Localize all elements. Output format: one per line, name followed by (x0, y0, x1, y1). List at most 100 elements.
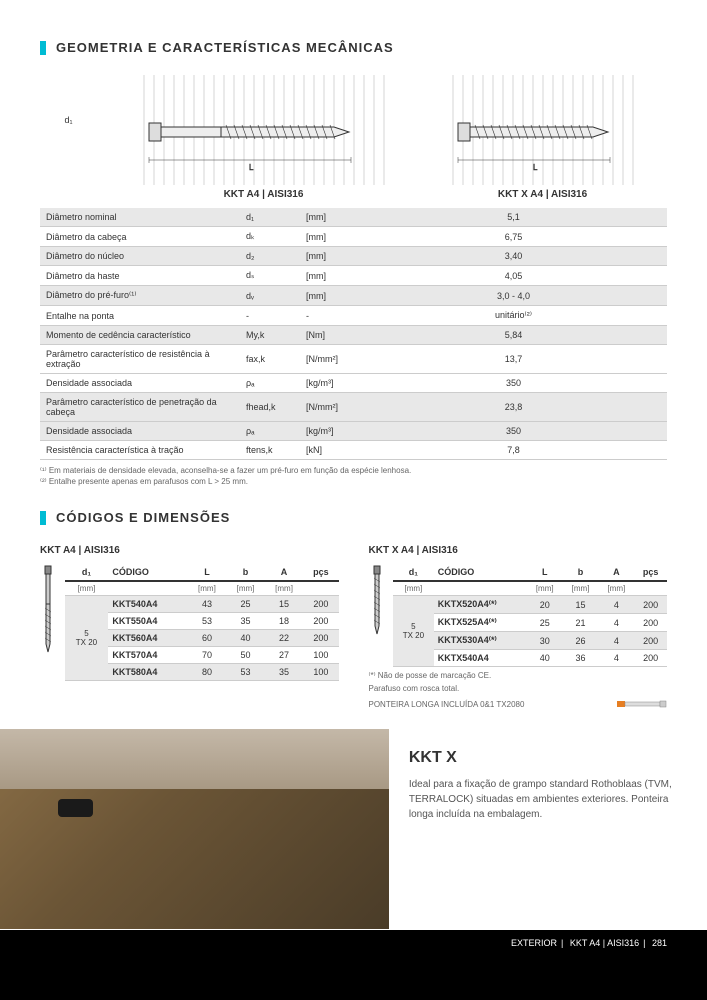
bit-note: PONTEIRA LONGA INCLUÍDA 0&1 TX2080 (369, 699, 668, 709)
spec-row: Diâmetro do núcleod₂[mm]3,40 (40, 247, 667, 266)
spec-row: Resistência característica à traçãoftens… (40, 441, 667, 460)
spec-unit: [mm] (300, 227, 360, 247)
section-title: CÓDIGOS E DIMENSÕES (56, 510, 230, 525)
spec-name: Diâmetro do pré-furo⁽¹⁾ (40, 286, 240, 306)
spec-row: Entalhe na ponta--unitário⁽²⁾ (40, 306, 667, 326)
spec-name: Parâmetro característico de penetração d… (40, 393, 240, 422)
L-cell: 80 (188, 664, 227, 681)
th-code: CÓDIGO (434, 564, 527, 581)
d1-axis-label: d₁ (65, 75, 85, 200)
code-cell: KKT560A4 (108, 630, 187, 647)
u-A: [mm] (265, 581, 304, 596)
spec-row: Densidade associadaρₐ[kg/m³]350 (40, 422, 667, 441)
spec-unit: [mm] (300, 286, 360, 306)
spec-sym: - (240, 306, 300, 326)
code-cell: KKT570A4 (108, 647, 187, 664)
L-cell: 30 (527, 632, 563, 650)
spec-sym: ρₐ (240, 422, 300, 441)
spec-sym: fhead,k (240, 393, 300, 422)
A-cell: 27 (265, 647, 304, 664)
product-image (0, 729, 389, 929)
pcs-cell: 200 (634, 650, 667, 667)
spec-val: 5,84 (360, 326, 667, 345)
spec-unit: [mm] (300, 266, 360, 286)
L-cell: 60 (188, 630, 227, 647)
th-b: b (563, 564, 599, 581)
spec-sym: ρₐ (240, 374, 300, 393)
d1-cell: 5TX 20 (393, 596, 434, 667)
spec-sym: My,k (240, 326, 300, 345)
b-cell: 53 (226, 664, 265, 681)
spec-val: 7,8 (360, 441, 667, 460)
spec-name: Parâmetro característico de resistência … (40, 345, 240, 374)
A-cell: 18 (265, 613, 304, 630)
pcs-cell: 200 (634, 632, 667, 650)
u-b: [mm] (226, 581, 265, 596)
code-cell: KKT580A4 (108, 664, 187, 681)
bit-icon (617, 699, 667, 709)
product-text: KKT X Ideal para a fixação de grampo sta… (389, 729, 707, 929)
diagram-label-1: KKT A4 | AISI316 (134, 189, 394, 200)
code-cell: KKTX525A4⁽*⁾ (434, 614, 527, 632)
spec-unit: [Nm] (300, 326, 360, 345)
code-row: KKTX540A440364200 (393, 650, 667, 667)
th-d1: d₁ (65, 564, 109, 581)
code-row: KKTX530A4⁽*⁾30264200 (393, 632, 667, 650)
pcs-cell: 100 (303, 664, 338, 681)
code-table-a: d₁CÓDIGOLbApçs[mm][mm][mm][mm]5TX 20KKT5… (65, 564, 339, 681)
spec-unit: [kN] (300, 441, 360, 460)
L-cell: 20 (527, 596, 563, 614)
spec-table: Diâmetro nominald₁[mm]5,1Diâmetro da cab… (40, 208, 667, 460)
L-cell: 40 (527, 650, 563, 667)
spec-name: Resistência característica à tração (40, 441, 240, 460)
u-L: [mm] (188, 581, 227, 596)
code-block-a: KKT A4 | AISI316 d₁CÓDIGOLbApçs[mm][mm][… (40, 545, 339, 709)
A-cell: 4 (598, 650, 634, 667)
spec-sym: d₂ (240, 247, 300, 266)
A-cell: 4 (598, 632, 634, 650)
diagram-kkt-a4: L KKT A4 | AISI316 (134, 75, 394, 200)
spec-val: 350 (360, 422, 667, 441)
screw-icon-b (369, 564, 386, 667)
footnote-1: ⁽¹⁾ Em materiais de densidade elevada, a… (40, 466, 667, 475)
spec-sym: d₁ (240, 208, 300, 227)
diagram-label-2: KKT X A4 | AISI316 (443, 189, 643, 200)
u-d1: [mm] (393, 581, 434, 596)
footer-a: EXTERIOR (511, 938, 557, 948)
u-d1: [mm] (65, 581, 109, 596)
page-footer: EXTERIOR| KKT A4 | AISI316| 281 (0, 930, 707, 956)
pcs-cell: 100 (303, 647, 338, 664)
spec-row: Parâmetro característico de penetração d… (40, 393, 667, 422)
L-cell: 43 (188, 596, 227, 613)
spec-name: Entalhe na ponta (40, 306, 240, 326)
b-cell: 35 (226, 613, 265, 630)
th-pcs: pçs (303, 564, 338, 581)
spec-val: 3,0 - 4,0 (360, 286, 667, 306)
screw-icon-a (40, 564, 57, 681)
spec-name: Diâmetro da cabeça (40, 227, 240, 247)
spec-unit: [mm] (300, 208, 360, 227)
spec-name: Momento de cedência característico (40, 326, 240, 345)
A-cell: 4 (598, 614, 634, 632)
spec-val: 13,7 (360, 345, 667, 374)
spec-unit: - (300, 306, 360, 326)
spec-sym: ftens,k (240, 441, 300, 460)
u-A: [mm] (598, 581, 634, 596)
spec-row: Diâmetro nominald₁[mm]5,1 (40, 208, 667, 227)
spec-name: Diâmetro do núcleo (40, 247, 240, 266)
spec-unit: [N/mm²] (300, 393, 360, 422)
spec-val: 5,1 (360, 208, 667, 227)
pcs-cell: 200 (303, 630, 338, 647)
th-code: CÓDIGO (108, 564, 187, 581)
L-cell: 25 (527, 614, 563, 632)
code-cell: KKTX540A4 (434, 650, 527, 667)
th-pcs: pçs (634, 564, 667, 581)
section-header-geometry: GEOMETRIA E CARACTERÍSTICAS MECÂNICAS (40, 40, 667, 55)
section-header-codes: CÓDIGOS E DIMENSÕES (40, 510, 667, 525)
footer-b: KKT A4 | AISI316 (570, 938, 639, 948)
code-row: 5TX 20KKTX520A4⁽*⁾20154200 (393, 596, 667, 614)
u-b: [mm] (563, 581, 599, 596)
section-marker (40, 41, 46, 55)
b-cell: 25 (226, 596, 265, 613)
spec-val: 23,8 (360, 393, 667, 422)
